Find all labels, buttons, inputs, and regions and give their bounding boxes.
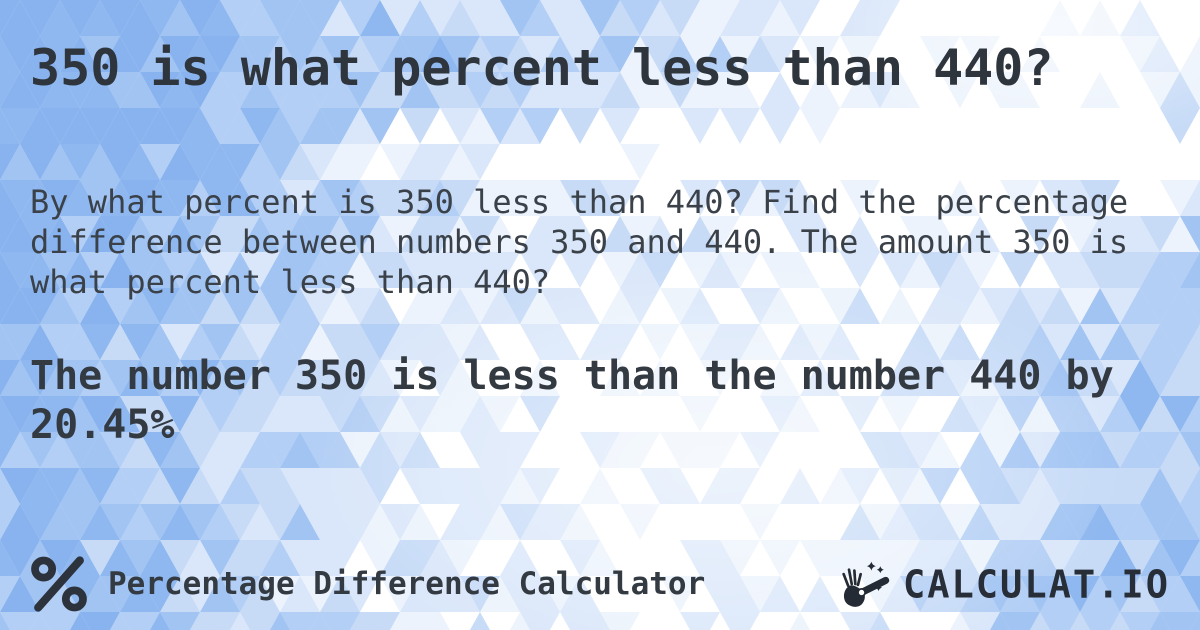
answer-text: The number 350 is less than the number 4… bbox=[30, 353, 1114, 448]
brand-logo: CALCULAT.IO bbox=[839, 559, 1170, 609]
footer: Percentage Difference Calculator bbox=[30, 554, 1170, 614]
page-title: 350 is what percent less than 440? bbox=[30, 39, 1054, 97]
calculator-badge: Percentage Difference Calculator bbox=[30, 554, 705, 614]
magic-wand-hand-icon bbox=[842, 561, 890, 607]
brand-name-label: CALCULAT.IO bbox=[902, 561, 1170, 607]
description-text: By what percent is 350 less than 440? Fi… bbox=[30, 183, 1129, 301]
calculator-name-label: Percentage Difference Calculator bbox=[108, 566, 706, 602]
percent-icon bbox=[31, 556, 87, 612]
